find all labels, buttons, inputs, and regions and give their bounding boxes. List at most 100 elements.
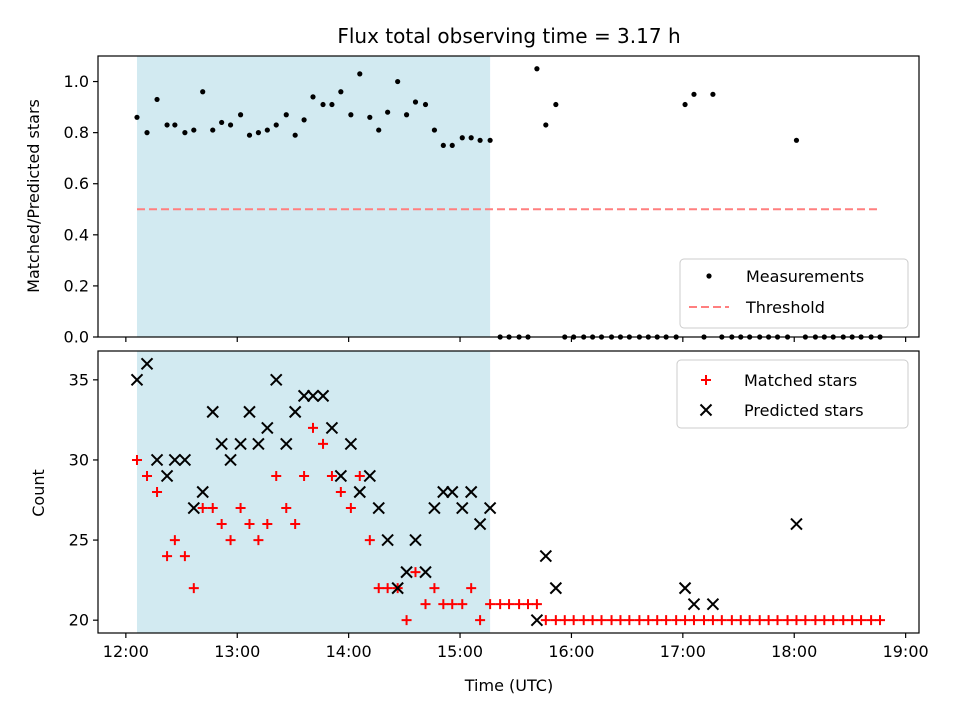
predicted-star-point <box>196 485 209 499</box>
matched-star-point <box>652 615 663 626</box>
matched-star-point <box>744 615 755 626</box>
legend-matched-marker <box>701 375 711 385</box>
bottom-axes-layer: 20 25 30 35 12:00 13:00 14:00 15:00 16:00 17:00 18… <box>69 350 929 661</box>
predicted-star-point <box>243 405 256 419</box>
matched-star-point <box>253 535 264 546</box>
bottom-y-tick-label: 20 <box>69 611 89 630</box>
x-tick-label: 17:00 <box>660 642 706 661</box>
measurement-point <box>422 101 429 108</box>
predicted-star-point <box>270 373 283 387</box>
matched-star-point <box>420 599 431 610</box>
matched-star-point <box>335 487 346 497</box>
predicted-star-point <box>400 565 413 579</box>
predicted-star-point <box>187 501 201 515</box>
legend-threshold-label: Threshold <box>745 298 825 317</box>
measurement-point <box>691 91 697 97</box>
matched-star-point <box>671 615 682 626</box>
matched-star-point <box>225 535 236 546</box>
predicted-star-point <box>706 597 720 611</box>
predicted-star-point <box>539 549 553 563</box>
measurement-point <box>440 142 446 149</box>
matched-star-point <box>587 615 598 626</box>
measurement-point <box>246 132 253 138</box>
matched-star-point <box>615 615 626 626</box>
matched-star-point <box>364 535 375 546</box>
matched-star-point <box>866 615 877 626</box>
matched-star-point <box>559 615 570 626</box>
top-y-tick-label: 1.0 <box>64 72 89 91</box>
legend-measurements-marker <box>706 273 712 279</box>
measurement-point <box>237 112 244 118</box>
matched-star-point <box>634 615 645 626</box>
matched-star-point <box>271 470 282 481</box>
matched-star-point <box>875 615 886 626</box>
matched-star-point <box>401 615 412 626</box>
measurement-point <box>320 101 326 108</box>
matched-star-point <box>169 535 180 546</box>
measurement-point <box>172 122 178 128</box>
top-axes-frame <box>97 55 920 338</box>
matched-star-point <box>290 519 301 530</box>
measurement-point <box>273 122 279 128</box>
predicted-star-point <box>206 405 219 419</box>
measurement-point <box>553 101 559 108</box>
measurement-point <box>283 112 289 118</box>
matched-star-point <box>782 615 793 626</box>
matched-star-point <box>345 503 356 514</box>
predicted-star-point <box>234 437 247 451</box>
predicted-star-point <box>160 469 174 483</box>
matched-star-point <box>540 615 551 626</box>
matched-star-point <box>495 599 506 610</box>
measurement-point <box>264 127 270 133</box>
predicted-star-point <box>790 517 803 531</box>
x-tick-label: 15:00 <box>437 642 483 661</box>
matched-star-point <box>606 615 617 626</box>
top-shaded-region-layer <box>136 56 491 337</box>
measurement-point <box>338 89 344 95</box>
measurement-point <box>431 127 438 133</box>
x-tick-label: 12:00 <box>103 642 149 661</box>
top-y-axis-label: Matched/Predicted stars <box>24 99 43 293</box>
measurement-point <box>144 130 150 136</box>
matched-star-point <box>475 615 486 626</box>
matched-star-point <box>429 583 440 594</box>
x-tick-label: 19:00 <box>883 642 929 661</box>
top-axes-layer: 0.0 0.2 0.4 0.6 0.8 1.0 <box>64 55 920 347</box>
matched-star-point <box>457 599 468 610</box>
matched-star-point <box>152 487 163 497</box>
matched-star-point <box>326 470 337 481</box>
predicted-star-point <box>334 469 348 483</box>
matched-star-point <box>847 615 858 626</box>
matched-star-point <box>763 615 774 626</box>
matched-star-point <box>578 615 589 626</box>
x-axis-label: Time (UTC) <box>464 676 553 695</box>
matched-star-point <box>216 519 227 530</box>
matched-star-point <box>410 567 421 578</box>
measurement-point <box>210 127 216 133</box>
matched-star-point <box>281 503 292 514</box>
measurement-point <box>191 127 197 133</box>
measurement-points-layer <box>134 66 883 340</box>
matched-star-point <box>716 615 727 626</box>
top-panel: 0.0 0.2 0.4 0.6 0.8 1.0 Flux total observing … <box>24 24 920 347</box>
matched-star-point <box>568 615 579 626</box>
measurement-point <box>292 132 298 138</box>
predicted-star-point <box>316 389 330 403</box>
predicted-star-point <box>224 453 237 467</box>
matched-star-point <box>207 503 218 514</box>
measurement-point <box>459 135 465 141</box>
matched-star-point <box>772 615 783 626</box>
measurement-point <box>310 94 316 100</box>
matched-star-point <box>438 599 449 610</box>
measurement-point <box>182 130 188 136</box>
measurement-point <box>154 96 160 103</box>
matched-star-point <box>354 470 365 481</box>
predicted-star-point <box>437 485 450 499</box>
matched-star-point <box>188 583 199 594</box>
measurement-point <box>134 114 140 120</box>
measurement-point <box>367 114 373 120</box>
bottom-legend: Matched stars Predicted stars <box>676 359 909 429</box>
measurement-point <box>403 112 410 118</box>
matched-star-point <box>162 551 173 562</box>
matched-star-point <box>244 519 255 530</box>
